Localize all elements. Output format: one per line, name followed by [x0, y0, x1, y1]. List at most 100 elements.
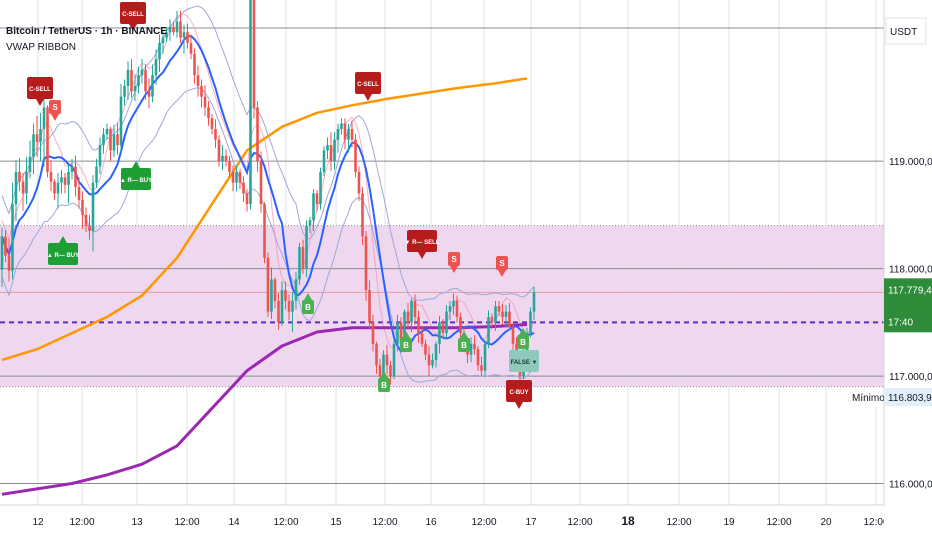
candle-body: [91, 182, 95, 232]
candle-body: [98, 145, 102, 167]
signal-pointer: [129, 24, 137, 31]
candle-body: [172, 26, 175, 33]
candle-body: [399, 322, 403, 344]
signal-label: ▲ R— BUY: [47, 253, 79, 259]
zone-fill: [0, 225, 884, 387]
candle-body: [340, 123, 343, 129]
candle-body: [109, 128, 112, 151]
candle-body: [133, 85, 137, 92]
candle-body: [392, 343, 396, 377]
signal-marker-buy[interactable]: B: [458, 331, 470, 352]
signal-pointer: [51, 114, 59, 121]
signal-marker-sell[interactable]: C-SELL: [27, 77, 53, 106]
signal-marker-sell[interactable]: S: [448, 252, 460, 273]
signal-box: [302, 300, 314, 314]
candle-body: [266, 257, 270, 312]
chart-symbol-title[interactable]: Bitcoin / TetherUS · 1h · BINANCE: [6, 26, 167, 37]
candle-body: [322, 150, 326, 172]
x-tick-label: 12:00: [69, 517, 94, 528]
signal-label: B: [520, 338, 526, 347]
candle-body: [480, 365, 483, 371]
candle-body: [60, 177, 63, 183]
candle-body: [21, 181, 25, 194]
currency-box: [885, 17, 927, 45]
candle-body: [0, 236, 4, 270]
candle-body: [448, 306, 452, 312]
candle-body: [112, 134, 116, 151]
candle-body: [119, 96, 123, 146]
candle-body: [7, 255, 11, 271]
signal-marker-buy[interactable]: B: [378, 371, 390, 392]
candle-body: [207, 107, 210, 119]
candle-body: [186, 32, 189, 43]
signal-marker-sell[interactable]: C-SELL: [120, 2, 146, 31]
grid-layer: [0, 0, 884, 505]
signal-label: FALSE ▼: [511, 360, 538, 366]
candle-body: [95, 166, 98, 183]
candle-body: [84, 214, 88, 226]
candle-body: [263, 204, 266, 258]
signal-marker-buy[interactable]: B: [517, 328, 529, 349]
candle-body: [385, 354, 389, 366]
y-tick-label: 116.000,00: [889, 480, 932, 491]
candle-body: [77, 186, 81, 200]
candle-body: [256, 107, 259, 162]
candle-body: [63, 177, 67, 185]
candle-body: [504, 311, 508, 317]
candle-body: [333, 139, 336, 162]
candle-body: [308, 220, 312, 226]
candle-body: [200, 85, 203, 97]
signal-label: C-SELL: [29, 87, 51, 93]
x-tick-label: 12: [32, 517, 44, 528]
candle-body: [350, 128, 354, 140]
candle-body: [56, 182, 60, 194]
candle-body: [277, 300, 280, 323]
signal-pointer: [515, 402, 523, 409]
current-price-tag: [884, 278, 932, 333]
signal-marker-sell[interactable]: S: [496, 256, 508, 277]
signal-box: [355, 72, 381, 94]
candle-body: [116, 134, 119, 146]
candle-body: [301, 247, 305, 269]
candle-body: [329, 145, 333, 162]
candle-body: [235, 171, 238, 183]
candle-body: [144, 69, 147, 92]
candle-body: [378, 365, 382, 377]
signal-label: B: [461, 341, 467, 350]
x-tick-label: 12:00: [766, 517, 791, 528]
candle-body: [140, 69, 144, 76]
signal-marker-buy[interactable]: ▲ R— BUY: [120, 161, 152, 190]
signal-box: [121, 168, 151, 190]
x-tick-label: 12:00: [863, 517, 888, 528]
signal-label: S: [52, 103, 58, 112]
candle-body: [417, 316, 420, 334]
candle-body: [217, 139, 221, 162]
candle-body: [529, 311, 532, 334]
signal-label: C-SELL: [357, 82, 379, 88]
x-tick-label: 19: [723, 517, 735, 528]
candle-body: [182, 32, 186, 38]
signal-marker-buy[interactable]: ▲ R— BUY: [47, 236, 79, 265]
signal-marker-buy[interactable]: B: [400, 331, 412, 352]
signal-marker-neutral[interactable]: FALSE ▼: [509, 350, 539, 372]
x-tick-label: 12:00: [273, 517, 298, 528]
signal-marker-sell[interactable]: C-BUY: [506, 380, 532, 409]
candle-body: [410, 300, 413, 323]
signal-marker-sell[interactable]: S: [49, 100, 61, 121]
signal-pointer: [380, 371, 388, 378]
signal-marker-sell[interactable]: ▼ R— SELL: [405, 230, 440, 259]
minimo-value: 116.803,99: [888, 393, 932, 404]
candle-body: [315, 193, 319, 205]
candle-body: [252, 0, 256, 108]
candle-body: [130, 69, 133, 92]
candle-body: [88, 225, 91, 232]
signal-marker-buy[interactable]: B: [302, 293, 314, 314]
candle-body: [287, 300, 291, 312]
signal-marker-sell[interactable]: C-SELL: [355, 72, 381, 101]
signal-label: S: [451, 255, 457, 264]
candle-body: [147, 91, 151, 97]
indicator-name[interactable]: VWAP RIBBON: [6, 42, 77, 53]
candle-body: [476, 349, 480, 366]
candle-body: [49, 171, 53, 182]
